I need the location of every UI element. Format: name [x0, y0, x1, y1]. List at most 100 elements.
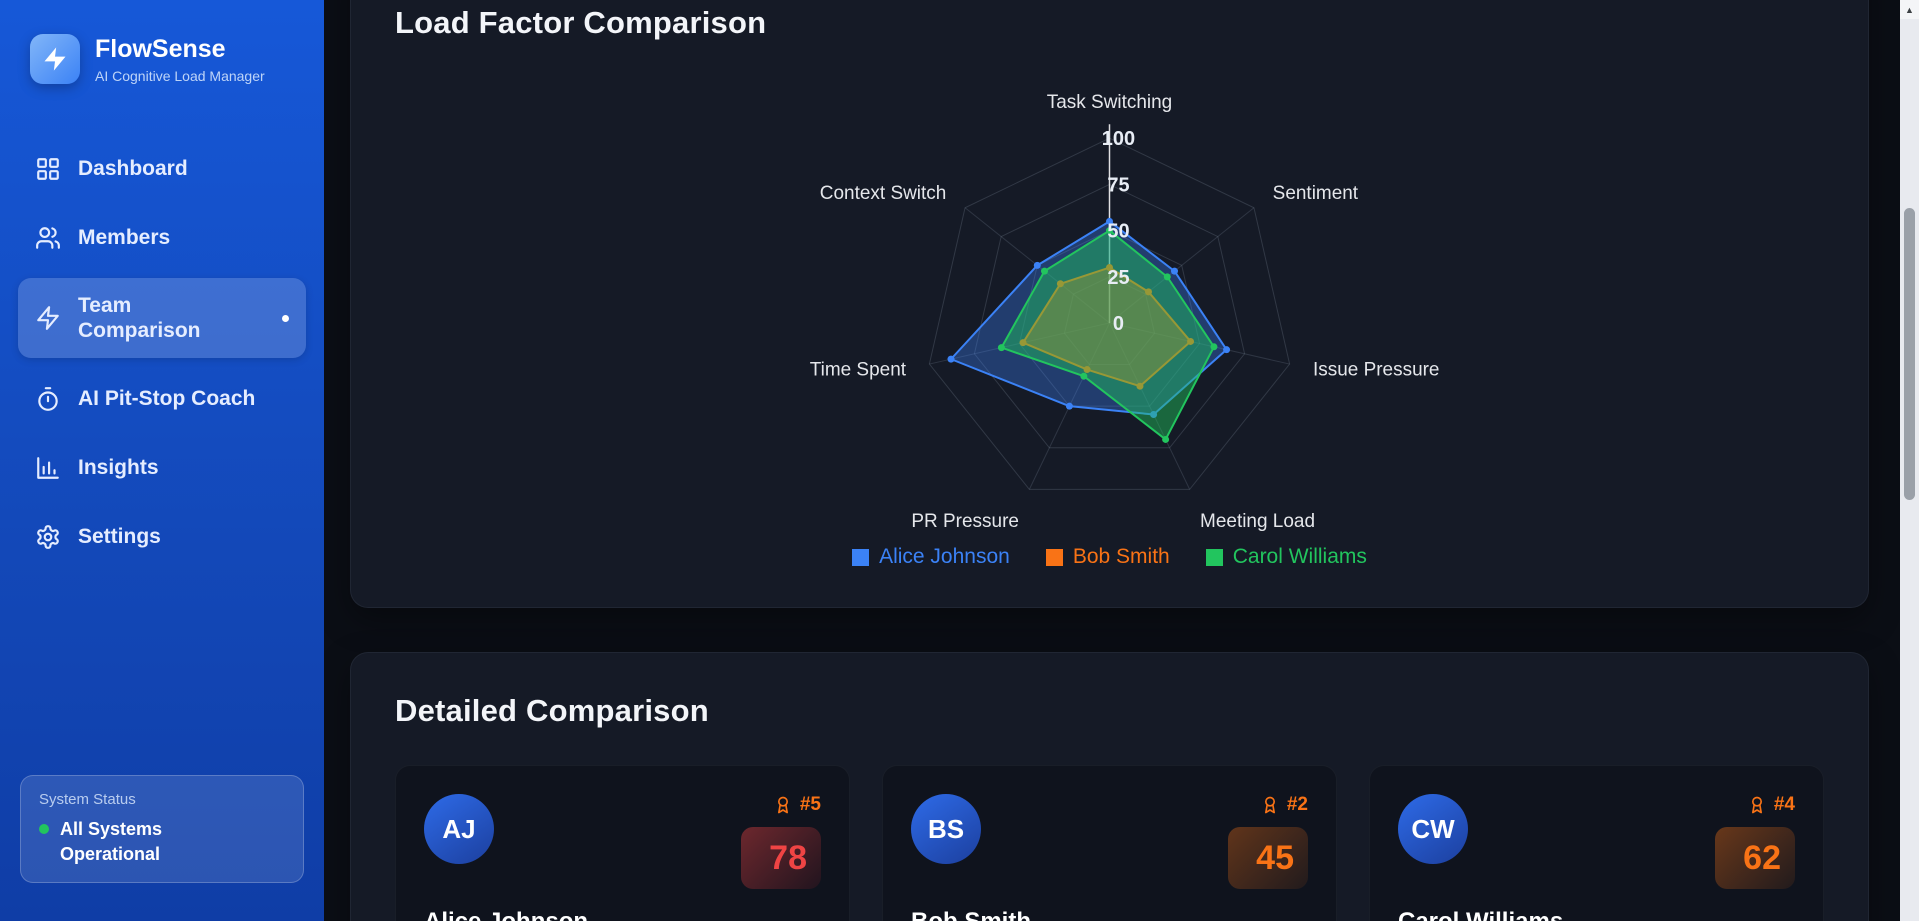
legend-swatch: [852, 548, 870, 566]
system-status-row: All Systems Operational: [39, 817, 285, 867]
rank-badge: #4: [1747, 794, 1795, 816]
radar-grid-ring: [928, 137, 1291, 490]
radar-point: [1210, 343, 1218, 351]
radar-point: [1106, 227, 1113, 235]
radar-series-bob-smith: [1022, 266, 1192, 388]
score-box: 62: [1715, 827, 1795, 889]
brand-logo-icon: [30, 34, 80, 84]
radar-point: [1065, 402, 1073, 410]
member-name: Bob Smith: [911, 908, 1308, 921]
member-right: #2 45: [1228, 794, 1308, 889]
legend-swatch: [1045, 548, 1063, 566]
active-indicator-dot: [282, 314, 289, 322]
main-content: Load Factor Comparison 0 25 50 75 100 Task Sw…: [324, 0, 1919, 921]
member-right: #4 62: [1715, 794, 1795, 889]
member-right: #5 78: [741, 794, 821, 889]
award-icon: [1751, 796, 1762, 814]
radar-axis-line: [1109, 322, 1290, 365]
dashboard-grid-icon: [35, 155, 62, 182]
brand-text: FlowSense AI Cognitive Load Manager: [95, 35, 265, 84]
sidebar-nav: Dashboard Members Team Comparison AI P: [0, 140, 324, 565]
sidebar-item-settings[interactable]: Settings: [18, 508, 306, 565]
radar-axis-line: [1109, 322, 1191, 490]
radar-axis-line: [929, 322, 1110, 365]
radar-series-carol-williams: [1000, 229, 1215, 441]
radar-point: [1187, 337, 1195, 345]
system-status-label: System Status: [39, 790, 136, 808]
brand-name: FlowSense: [95, 34, 226, 63]
radar-grid-ring: [1063, 276, 1156, 366]
radar-point: [1080, 372, 1088, 380]
scroll-up-button[interactable]: ▲: [1900, 0, 1919, 19]
radar-point: [1145, 288, 1152, 296]
legend-item-carol-williams[interactable]: Carol Williams: [1205, 545, 1367, 569]
radar-axis-label: Sentiment: [1273, 183, 1359, 204]
radar-grid-ring: [973, 183, 1246, 449]
radar-point: [1150, 410, 1158, 418]
radar-point: [1163, 273, 1171, 281]
member-card[interactable]: AJ #5 78 Alice Johnson Senior Deve: [395, 765, 850, 921]
member-cards-row: AJ #5 78 Alice Johnson Senior Deve: [395, 765, 1824, 921]
gear-icon: [35, 523, 62, 550]
nav-label: AI Pit-Stop Coach: [78, 386, 256, 410]
nav-label: Members: [78, 225, 171, 249]
score-value: 45: [1256, 838, 1294, 877]
radar-axis-label: Time Spent: [810, 359, 907, 380]
member-card-top: CW #4 62: [1398, 794, 1795, 889]
detail-card-title: Detailed Comparison: [395, 693, 709, 728]
brand: FlowSense AI Cognitive Load Manager: [0, 0, 324, 84]
member-name: Alice Johnson: [424, 908, 821, 921]
radar-point: [1223, 346, 1231, 354]
legend-label: Bob Smith: [1072, 545, 1170, 568]
member-card[interactable]: BS #2 45 Bob Smith Product Manager: [882, 765, 1337, 921]
radar-point: [1106, 217, 1113, 225]
sidebar-item-dashboard[interactable]: Dashboard: [18, 140, 306, 197]
radar-tick-label: 100: [1102, 128, 1135, 150]
nav-label: Settings: [78, 524, 161, 548]
award-icon: [777, 796, 788, 814]
radar-axis-label: Meeting Load: [1200, 511, 1315, 532]
radar-point: [947, 355, 955, 363]
avatar: BS: [911, 794, 981, 864]
radar-axis-label: PR Pressure: [911, 511, 1019, 532]
avatar: AJ: [424, 794, 494, 864]
radar-point: [997, 344, 1005, 352]
scrollbar-thumb[interactable]: [1904, 208, 1915, 500]
radar-point: [1083, 366, 1091, 374]
sidebar-item-team-comparison[interactable]: Team Comparison: [18, 278, 306, 359]
bolt-icon: [35, 305, 62, 332]
radar-point: [1171, 267, 1178, 275]
radar-point: [1019, 339, 1027, 347]
sidebar: FlowSense AI Cognitive Load Manager Dash…: [0, 0, 324, 921]
score-value: 62: [1743, 838, 1781, 877]
legend-item-alice-johnson[interactable]: Alice Johnson: [852, 545, 1010, 569]
brand-tagline: AI Cognitive Load Manager: [95, 67, 265, 84]
detailed-comparison-card: Detailed Comparison AJ #5 78: [350, 652, 1869, 921]
radar-point: [1033, 261, 1041, 269]
sidebar-item-ai-pit-stop-coach[interactable]: AI Pit-Stop Coach: [18, 370, 306, 427]
radar-point: [1056, 280, 1064, 288]
system-status-value: All Systems Operational: [60, 818, 163, 864]
rank-badge: #5: [773, 794, 821, 816]
radar-axis-label: Task Switching: [1047, 92, 1172, 113]
member-card-top: AJ #5 78: [424, 794, 821, 889]
award-icon: [1264, 796, 1275, 814]
legend-label: Alice Johnson: [879, 545, 1010, 568]
rank-label: #2: [1286, 794, 1308, 815]
member-card[interactable]: CW #4 62 Carol Williams UX Designe: [1369, 765, 1824, 921]
sidebar-item-insights[interactable]: Insights: [18, 439, 306, 496]
radar-legend: Alice Johnson Bob Smith Carol Williams: [395, 545, 1824, 569]
nav-label: Team Comparison: [78, 294, 201, 343]
sidebar-item-members[interactable]: Members: [18, 209, 306, 266]
score-box: 78: [741, 827, 821, 889]
rank-badge: #2: [1260, 794, 1308, 816]
member-name: Carol Williams: [1398, 908, 1795, 921]
vertical-scrollbar[interactable]: ▲: [1900, 0, 1919, 921]
legend-item-bob-smith[interactable]: Bob Smith: [1045, 545, 1170, 569]
nav-label: Insights: [78, 455, 159, 479]
radar-tick-label: 25: [1107, 267, 1129, 289]
radar-chart: 0 25 50 75 100 Task Switching Sentiment Issue P…: [810, 92, 1440, 532]
system-status-card: System Status All Systems Operational: [20, 774, 304, 883]
member-card-top: BS #2 45: [911, 794, 1308, 889]
